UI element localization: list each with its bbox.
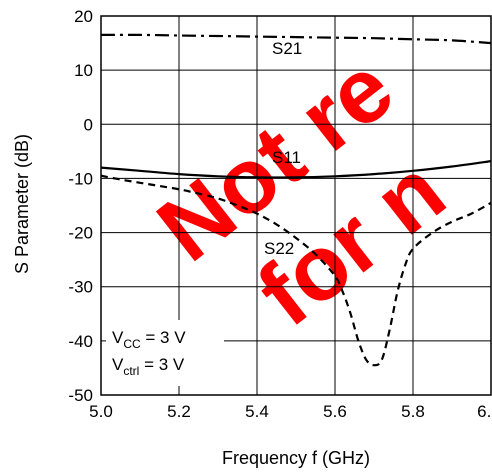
condition-vctrl-subscript: ctrl xyxy=(123,364,139,378)
condition-vcc-value: = 3 V xyxy=(141,328,187,347)
y-tick-label: 20 xyxy=(74,7,93,26)
y-tick-label: 0 xyxy=(84,115,93,134)
y-tick-label: -40 xyxy=(68,332,93,351)
curves xyxy=(100,33,492,367)
x-tick-label: 5.2 xyxy=(167,402,191,421)
curve-label-s11: S11 xyxy=(272,148,301,167)
y-tick-label: -20 xyxy=(68,224,93,243)
tick-labels: 20 10 0 -10 -20 -30 -40 -505.0 5.2 5.4 5.6 5.8 6.0 xyxy=(68,7,492,421)
plot-frame xyxy=(100,15,492,396)
condition-vcc-subscript: CC xyxy=(123,337,141,351)
y-tick-label: 10 xyxy=(74,61,93,80)
x-tick-label: 5.8 xyxy=(401,402,425,421)
curve-label-s22: S22 xyxy=(264,239,294,258)
conditions-background xyxy=(106,320,224,386)
x-tick-label: 6.0 xyxy=(477,402,492,421)
condition-vctrl: Vctrl = 3 V xyxy=(112,355,185,378)
condition-vcc: VCC = 3 V xyxy=(112,328,186,351)
conditions-box: VCC = 3 V Vctrl = 3 V xyxy=(106,320,224,386)
condition-vctrl-symbol: V xyxy=(112,355,124,374)
y-tick-label: -30 xyxy=(68,278,93,297)
series-line-s22 xyxy=(100,174,492,367)
condition-vcc-symbol: V xyxy=(112,328,124,347)
condition-vctrl-value: = 3 V xyxy=(139,355,185,374)
y-axis-label: S Parameter (dB) xyxy=(12,134,32,274)
series-line-s21 xyxy=(101,33,492,45)
x-tick-label: 5.6 xyxy=(323,402,347,421)
y-tick-label: -10 xyxy=(68,169,93,188)
series-line-s11 xyxy=(100,160,492,179)
x-tick-label: 5.0 xyxy=(89,402,113,421)
x-tick-label: 5.4 xyxy=(245,402,269,421)
y-tick-label: -50 xyxy=(68,386,93,405)
curve-label-s21: S21 xyxy=(272,39,302,58)
x-axis-label: Frequency f (GHz) xyxy=(222,448,370,468)
